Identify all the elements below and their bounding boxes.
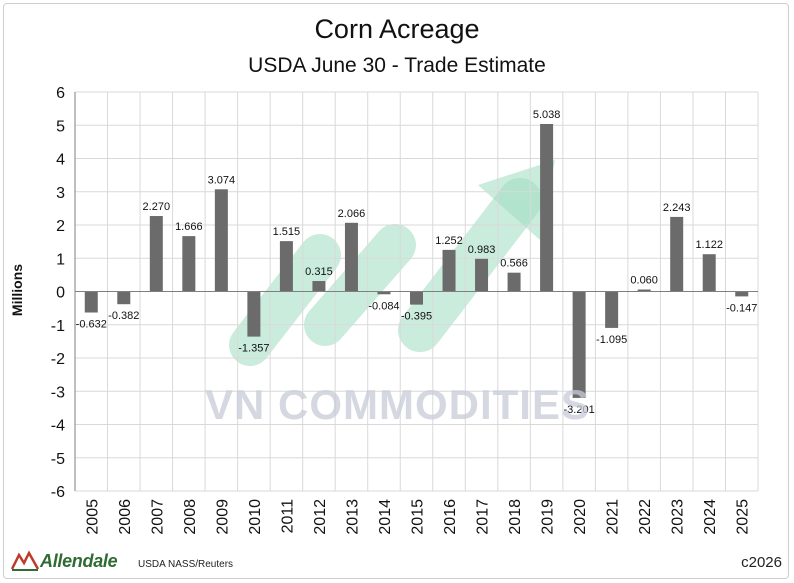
x-tick-label: 2008 bbox=[182, 499, 199, 535]
data-label: 0.566 bbox=[500, 258, 528, 270]
source-note: USDA NASS/Reuters bbox=[138, 559, 234, 570]
x-tick-label: 2013 bbox=[344, 499, 361, 535]
bar bbox=[182, 236, 196, 292]
x-tick-label: 2020 bbox=[572, 499, 589, 535]
data-label: -0.632 bbox=[76, 319, 107, 331]
y-tick-label: 3 bbox=[56, 185, 65, 202]
y-tick-label: 6 bbox=[56, 85, 65, 102]
data-label: 0.315 bbox=[305, 266, 333, 278]
x-tick-label: 2024 bbox=[702, 499, 719, 535]
x-tick-label: 2019 bbox=[540, 499, 557, 535]
bar bbox=[540, 123, 554, 292]
data-label: 0.060 bbox=[630, 275, 658, 287]
bar bbox=[572, 291, 586, 398]
data-label: 1.252 bbox=[435, 235, 463, 247]
data-label: -0.395 bbox=[401, 311, 432, 323]
chart-frame bbox=[3, 3, 789, 579]
data-label: 2.243 bbox=[663, 202, 691, 214]
data-label: -0.382 bbox=[108, 310, 139, 322]
x-tick-label: 2012 bbox=[312, 499, 329, 535]
x-tick-label: 2015 bbox=[410, 499, 427, 535]
data-label: -1.095 bbox=[596, 334, 627, 346]
data-label: -0.084 bbox=[368, 300, 399, 312]
y-axis-label: Millions bbox=[9, 264, 25, 316]
x-tick-label: 2009 bbox=[214, 499, 231, 535]
y-tick-label: -2 bbox=[51, 351, 65, 368]
y-tick-label: -1 bbox=[51, 318, 65, 335]
bar bbox=[344, 222, 358, 292]
data-label: 1.666 bbox=[175, 221, 203, 233]
watermark: VN COMMODITIES bbox=[205, 381, 591, 428]
x-tick-label: 2016 bbox=[442, 499, 459, 535]
y-tick-label: -5 bbox=[51, 451, 65, 468]
x-tick-label: 2021 bbox=[605, 499, 622, 535]
x-tick-label: 2010 bbox=[247, 499, 264, 535]
bar bbox=[312, 281, 326, 292]
allendale-logo-icon bbox=[10, 550, 40, 571]
bar bbox=[637, 289, 651, 292]
x-tick-label: 2011 bbox=[279, 499, 296, 534]
x-tick-label: 2014 bbox=[377, 499, 394, 535]
bar bbox=[507, 272, 521, 292]
bar bbox=[410, 291, 423, 305]
data-label: 2.066 bbox=[338, 208, 366, 220]
brand-name: Allendale bbox=[40, 550, 118, 571]
y-tick-label: 4 bbox=[56, 152, 65, 169]
bar bbox=[377, 291, 391, 295]
bar bbox=[475, 258, 489, 292]
bar bbox=[605, 291, 619, 328]
x-tick-label: 2022 bbox=[637, 499, 654, 535]
bar bbox=[149, 216, 163, 292]
bar bbox=[247, 291, 261, 337]
bar bbox=[670, 216, 684, 292]
chart-title: Corn Acreage bbox=[314, 14, 480, 44]
bars bbox=[84, 123, 749, 398]
data-label: -3.201 bbox=[564, 404, 595, 416]
x-tick-label: 2007 bbox=[149, 499, 166, 535]
data-label: 2.270 bbox=[143, 201, 171, 213]
y-tick-label: -6 bbox=[51, 484, 65, 501]
bar bbox=[84, 291, 98, 313]
data-label: 1.122 bbox=[695, 239, 723, 251]
bar bbox=[735, 291, 749, 297]
x-tick-label: 2018 bbox=[507, 499, 524, 535]
data-label: 5.038 bbox=[533, 109, 561, 121]
y-tick-label: 0 bbox=[56, 285, 65, 302]
bar bbox=[117, 291, 131, 305]
brand: Allendale bbox=[10, 549, 118, 573]
y-tick-label: 1 bbox=[56, 251, 65, 268]
data-label: 0.983 bbox=[468, 244, 496, 256]
y-tick-label: -3 bbox=[51, 384, 65, 401]
x-tick-label: 2023 bbox=[670, 499, 687, 535]
x-tick-label: 2006 bbox=[117, 499, 134, 535]
data-label: -0.147 bbox=[726, 302, 757, 314]
data-label: -1.357 bbox=[238, 343, 269, 355]
y-tick-label: -4 bbox=[51, 418, 65, 435]
x-tick-label: 2017 bbox=[475, 499, 492, 535]
y-tick-label: 5 bbox=[56, 118, 65, 135]
data-label: 1.515 bbox=[273, 226, 301, 238]
chart-subtitle: USDA June 30 - Trade Estimate bbox=[248, 54, 546, 77]
data-label: 3.074 bbox=[208, 174, 236, 186]
y-tick-label: 2 bbox=[56, 218, 65, 235]
copyright: c2026 bbox=[741, 554, 782, 571]
data-labels: -0.632-0.382 2.270 1.666 3.074 -1.357 1.515 0.… bbox=[76, 109, 758, 416]
x-tick-label: 2025 bbox=[735, 499, 752, 535]
bar bbox=[442, 249, 456, 292]
bar bbox=[279, 241, 293, 292]
axes: 6 5 4 3 2 1 0 -1 -2 -3 -4 -5 -6 2005 2006 2007 2008 2009 2… bbox=[51, 85, 758, 535]
bar bbox=[702, 254, 716, 292]
bar bbox=[214, 189, 228, 292]
x-tick-label: 2005 bbox=[84, 499, 101, 535]
